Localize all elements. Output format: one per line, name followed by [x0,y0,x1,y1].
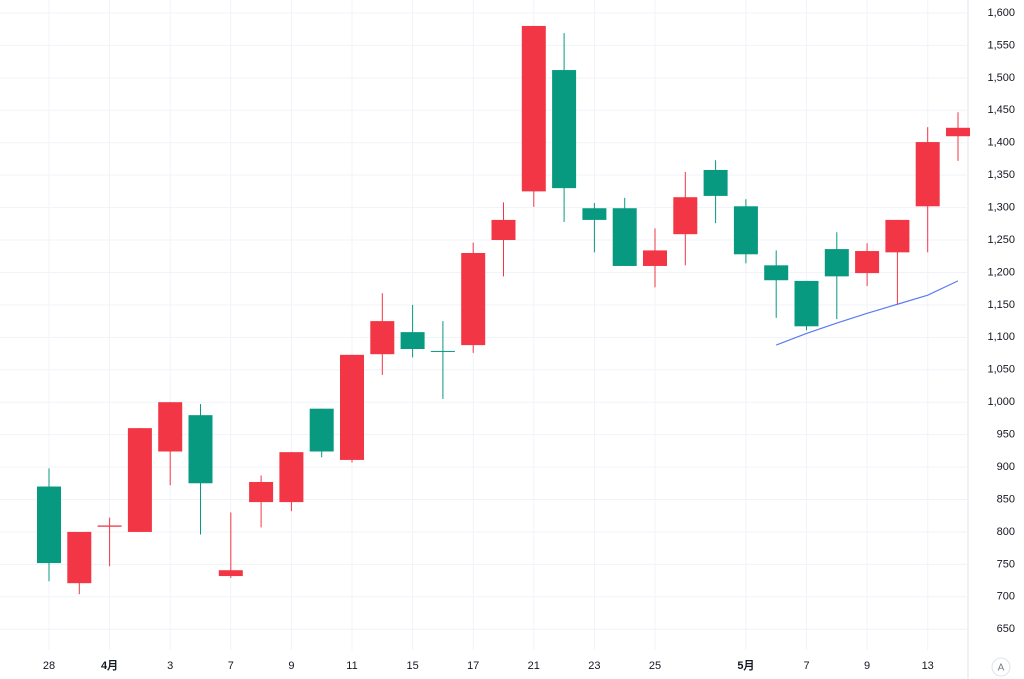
candle-body [461,252,486,346]
candle-body [37,486,61,564]
candle-body [188,415,213,484]
candle-body [97,525,122,527]
y-tick-label: 700 [997,591,1015,603]
x-tick-label: 5月 [737,659,754,672]
x-tick-label: 25 [649,660,661,672]
candle-body [582,208,607,220]
candle-body [158,402,183,452]
y-tick-label: 1,050 [987,364,1015,376]
x-tick-label: 4月 [101,659,118,672]
y-tick-label: 650 [997,623,1015,635]
y-tick-label: 1,500 [987,72,1015,84]
y-tick-label: 1,350 [987,169,1015,181]
x-tick-label: 28 [43,660,55,672]
candle-body [673,197,698,235]
candle-body [491,219,516,241]
candle-body [855,251,880,274]
candle-body [552,70,577,189]
candle-body [612,208,637,266]
candle-body [946,127,970,137]
plot [37,25,970,595]
x-tick-label: 9 [864,660,870,672]
y-tick-label: 1,200 [987,266,1015,278]
candle-body [67,531,92,584]
y-tick-label: 1,600 [987,7,1015,19]
candle-body [733,206,758,255]
y-tick-label: 850 [997,493,1015,505]
y-tick-label: 1,550 [987,39,1015,51]
x-tick-label: 9 [288,660,294,672]
candle-body [370,321,395,355]
candle-body [127,428,152,532]
autoscale-button[interactable] [991,657,1011,677]
candle-body [703,169,728,196]
y-tick-label: 750 [997,558,1015,570]
x-tick-label: 17 [467,660,479,672]
candle-body [309,408,334,452]
y-tick-label: 800 [997,526,1015,538]
y-tick-label: 950 [997,429,1015,441]
candle-body [249,481,274,503]
moving-average-line [775,280,959,346]
candle-body [218,570,243,577]
x-tick-label: 15 [406,660,418,672]
candle-body [885,219,910,253]
y-tick-label: 1,300 [987,201,1015,213]
y-tick-label: 1,250 [987,234,1015,246]
x-tick-label: 11 [346,660,357,672]
x-tick-label: 23 [588,660,600,672]
y-tick-label: 900 [997,461,1015,473]
y-tick-label: 1,100 [987,331,1015,343]
y-tick-label: 1,450 [987,104,1015,116]
y-tick-label: 1,000 [987,396,1015,408]
x-tick-label: 7 [803,660,809,672]
candle-body [643,250,667,266]
x-tick-label: 13 [922,660,934,672]
candle-body [794,280,819,327]
candle-body [521,25,546,192]
x-tick-label: 3 [167,660,173,672]
x-tick-label: 7 [228,660,234,672]
candle-body [279,452,304,503]
x-tick-label: 21 [528,660,540,672]
candle-body [400,332,425,350]
candle-body [764,265,789,281]
candle-body [824,249,849,277]
y-tick-label: 1,150 [987,299,1015,311]
candle-body [430,350,455,352]
autoscale-label[interactable]: A [998,663,1005,674]
candle-body [340,354,364,460]
candle-body [915,142,940,207]
y-tick-label: 1,400 [987,137,1015,149]
